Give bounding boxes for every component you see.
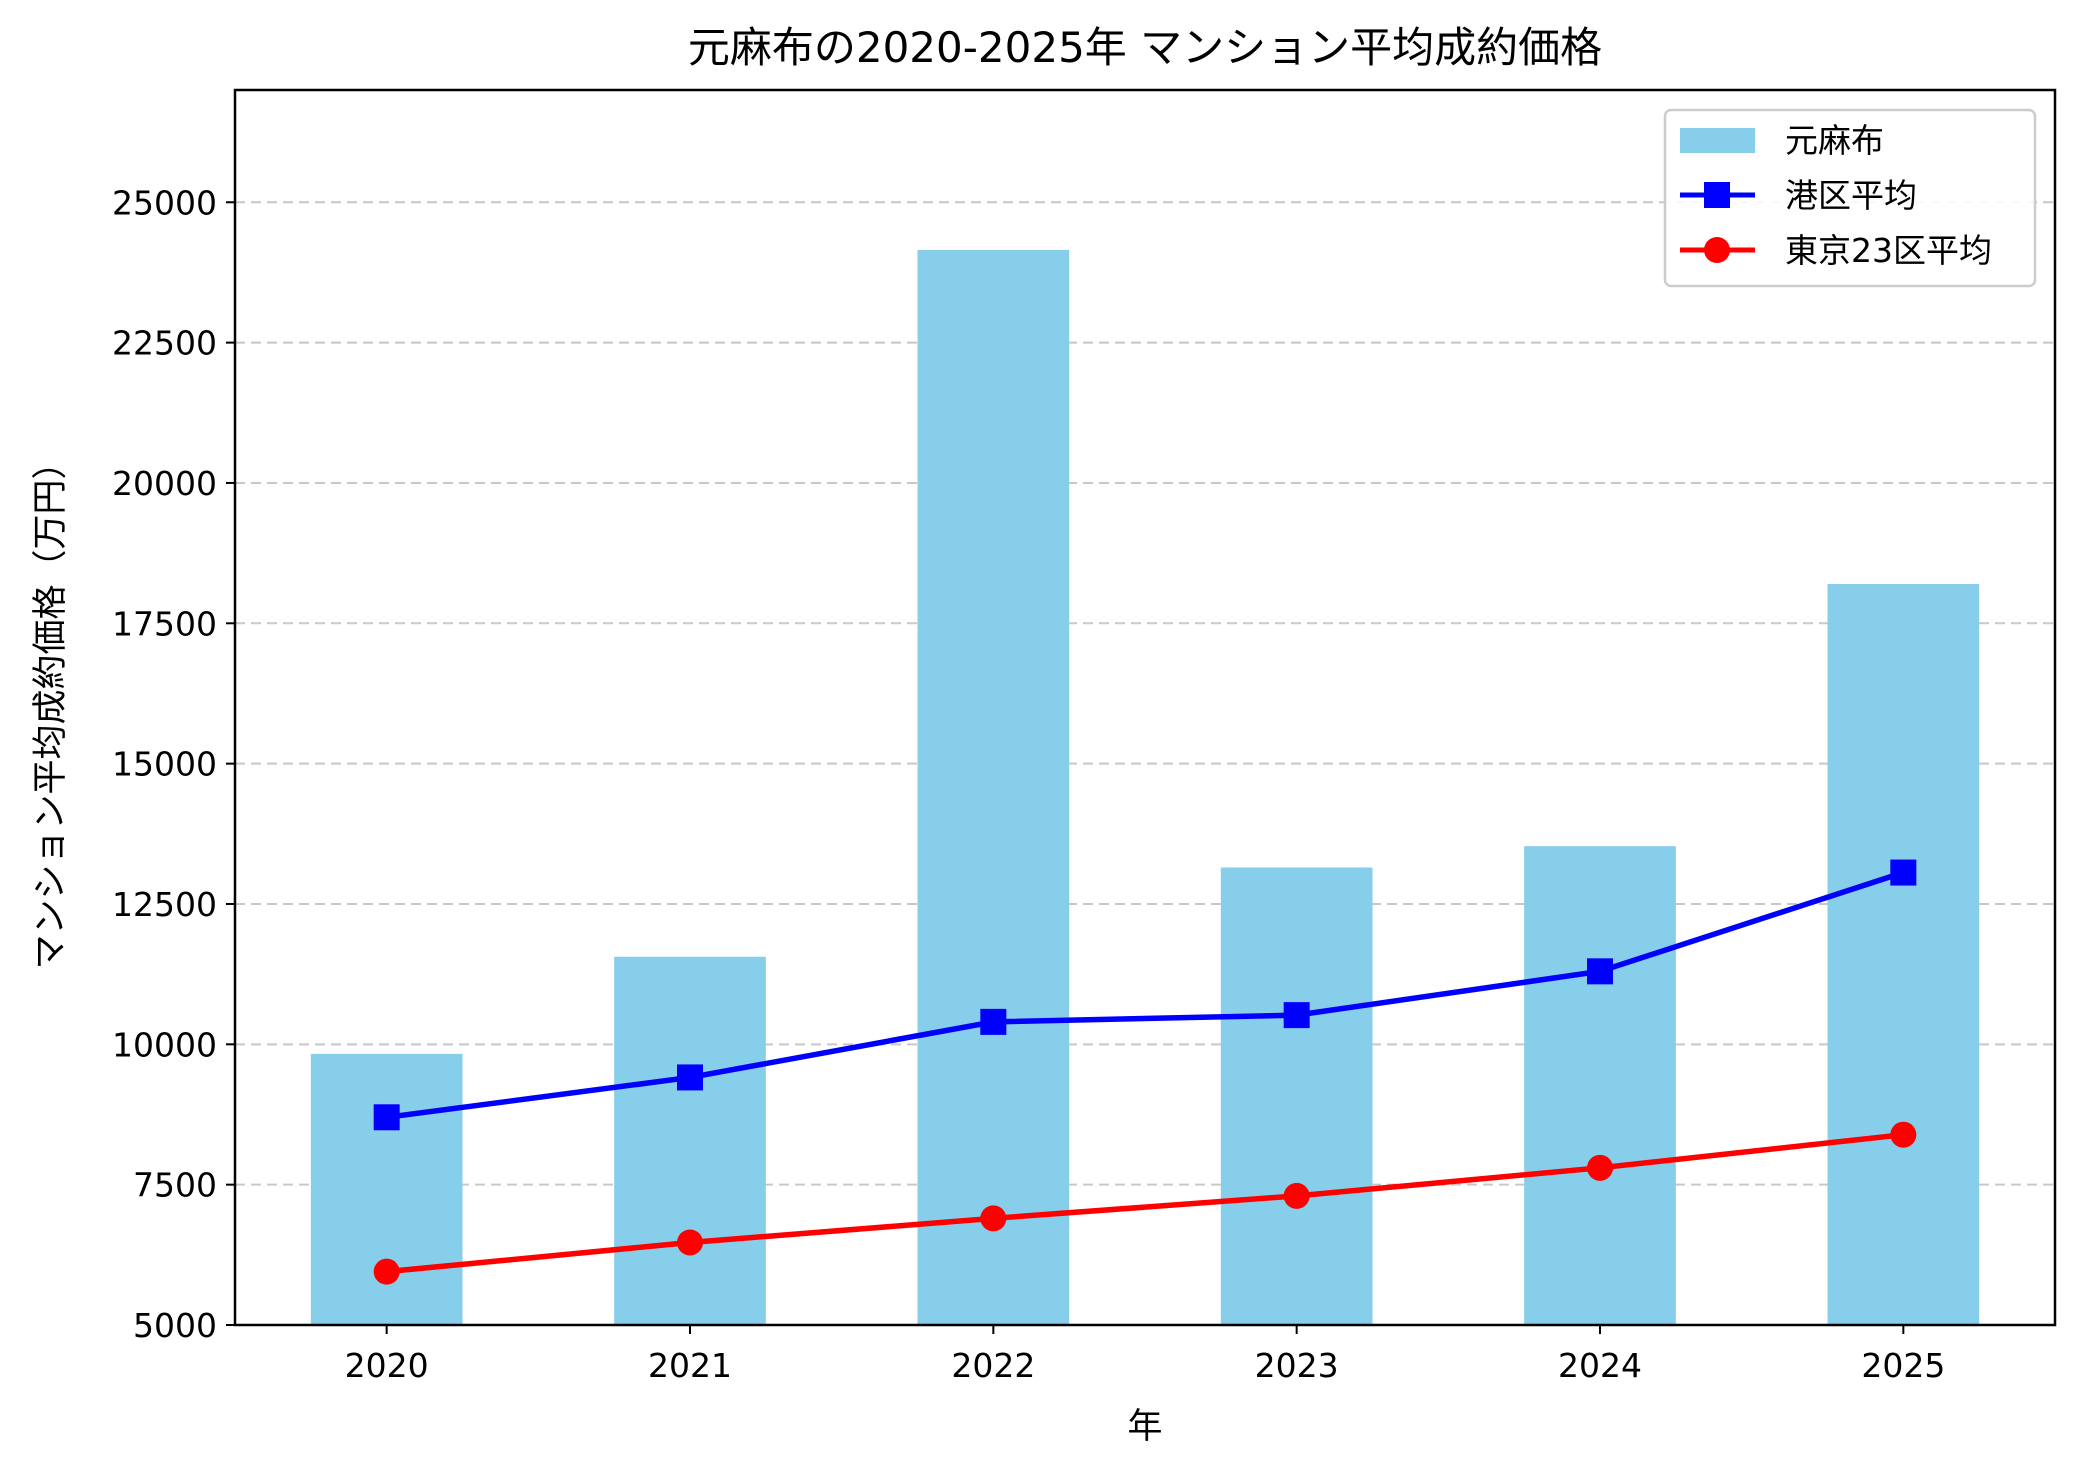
- bar-2025: [1827, 584, 1980, 1325]
- square-marker: [1890, 859, 1917, 886]
- x-tick-label: 2020: [345, 1346, 429, 1385]
- y-tick-label: 20000: [112, 464, 217, 503]
- square-marker: [980, 1008, 1007, 1035]
- circle-marker: [1890, 1121, 1917, 1148]
- x-tick-label: 2024: [1558, 1346, 1642, 1385]
- bar-2022: [917, 249, 1070, 1325]
- circle-marker: [677, 1229, 703, 1256]
- bar-2023: [1220, 867, 1373, 1325]
- lines: [373, 859, 1917, 1285]
- square-marker: [1283, 1002, 1310, 1029]
- x-tick-label: 2025: [1861, 1346, 1945, 1385]
- legend-label-2: 東京23区平均: [1785, 231, 1992, 270]
- series-line: [386, 1131, 1904, 1275]
- square-marker: [677, 1064, 703, 1091]
- square-marker: [1587, 958, 1613, 985]
- plot-frame: [233, 88, 2057, 1327]
- bar-2021: [614, 956, 766, 1325]
- circle-marker: [1587, 1154, 1613, 1181]
- x-axis-label: 年: [1127, 1407, 1162, 1447]
- circle-marker: [1283, 1182, 1310, 1209]
- bar-2024: [1524, 846, 1676, 1325]
- x-axis: 2020 2021 2022 2023 2024 2025: [345, 1325, 1945, 1385]
- y-axis: 5000 7500 10000 12500 15000 17500 20000 22500 25…: [112, 183, 235, 1345]
- legend-marker-circle: [1704, 237, 1730, 263]
- legend-box: [1663, 108, 2037, 288]
- y-tick-label: 10000: [112, 1025, 217, 1064]
- series-line: [386, 869, 1905, 1121]
- x-tick-label: 2022: [951, 1346, 1035, 1385]
- circle-marker: [373, 1258, 400, 1285]
- y-tick-label: 22500: [112, 324, 217, 363]
- y-tick-label: 15000: [112, 745, 217, 784]
- chart-title: 元麻布の2020-2025年 マンション平均成約価格: [688, 23, 1602, 72]
- circle-marker: [980, 1205, 1007, 1232]
- legend-swatch-bar: [1680, 128, 1755, 153]
- y-tick-label: 12500: [112, 885, 217, 924]
- x-tick-label: 2021: [648, 1346, 732, 1385]
- legend: 元麻布 港区平均 東京23区平均: [1663, 108, 2037, 288]
- x-tick-label: 2023: [1255, 1346, 1339, 1385]
- y-tick-label: 17500: [112, 604, 217, 643]
- y-tick-label: 5000: [133, 1306, 217, 1345]
- gridlines: [235, 201, 2055, 1186]
- legend-marker-square: [1704, 182, 1730, 208]
- square-marker: [373, 1104, 400, 1131]
- bars: [310, 249, 1980, 1325]
- legend-label-0: 元麻布: [1785, 121, 1884, 160]
- y-tick-label: 25000: [112, 183, 217, 222]
- legend-label-1: 港区平均: [1785, 176, 1917, 215]
- y-axis-label: マンション平均成約価格（万円）: [31, 444, 71, 969]
- y-tick-label: 7500: [133, 1166, 217, 1205]
